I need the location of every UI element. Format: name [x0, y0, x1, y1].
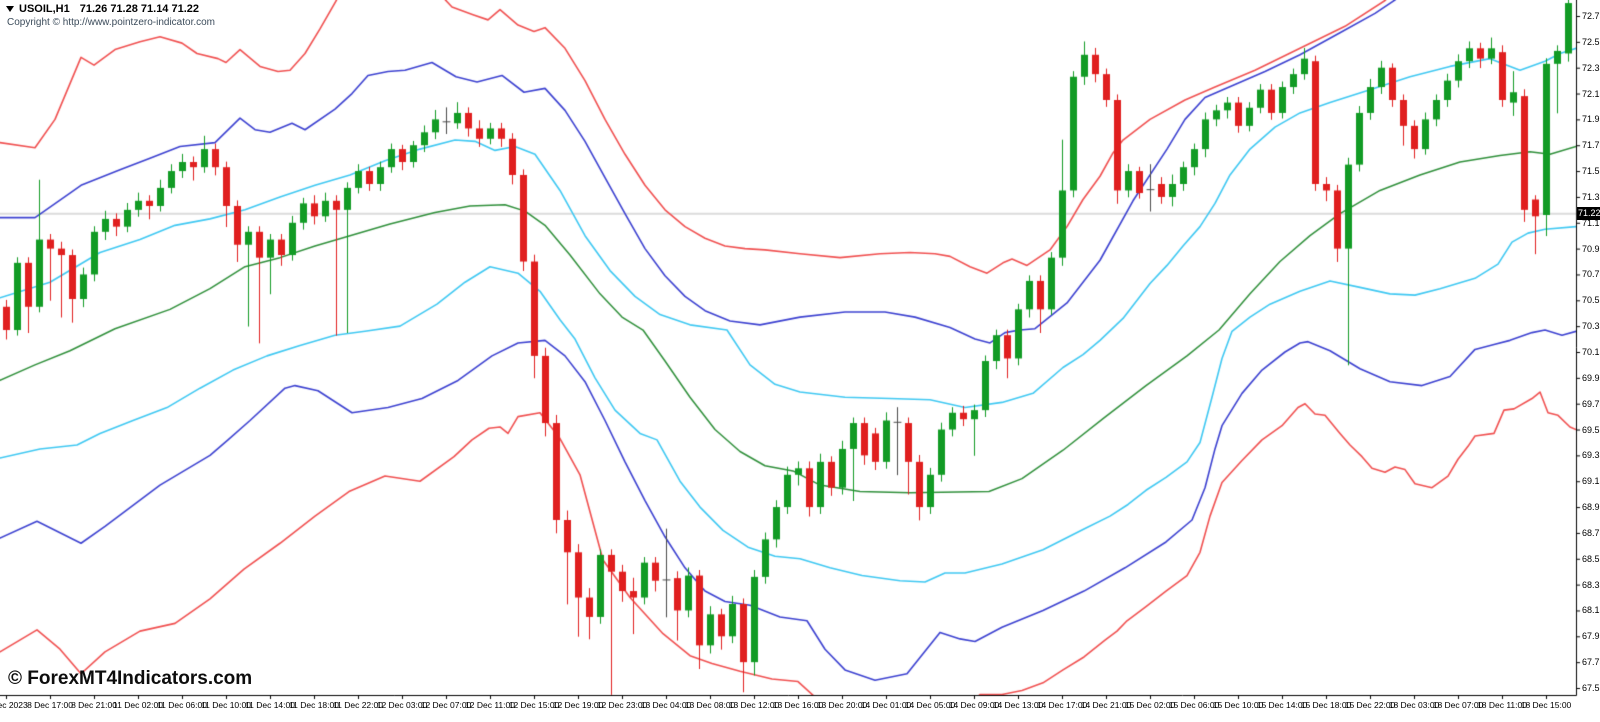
chart-title-row: USOIL,H1 71.26 71.28 71.14 71.22 — [6, 3, 199, 15]
price-tick-label: 69.35 — [1582, 450, 1600, 461]
price-tick-label: 68.95 — [1582, 502, 1600, 513]
time-tick-label: 12 Dec 03:00 — [376, 700, 428, 710]
price-tick-label: 72.35 — [1582, 62, 1600, 73]
time-tick-label: 13 Dec 12:00 — [728, 700, 780, 710]
time-tick-label: 15 Dec 22:00 — [1344, 700, 1396, 710]
time-tick-label: 13 Dec 16:00 — [772, 700, 824, 710]
price-tick-label: 69.55 — [1582, 424, 1600, 435]
price-tick-label: 72.55 — [1582, 36, 1600, 47]
time-tick-label: 11 Dec 18:00 — [289, 700, 339, 710]
watermark-brand-label: © ForexMT4Indicators.com — [8, 668, 253, 689]
time-tick-label: 18 Dec 07:00 — [1432, 700, 1484, 710]
time-tick-label: 8 Dec 17:00 — [27, 700, 73, 710]
chart-collapse-arrow-icon[interactable] — [6, 6, 14, 12]
price-tick-label: 69.75 — [1582, 398, 1600, 409]
time-tick-label: 18 Dec 11:00 — [1477, 700, 1527, 710]
time-tick-label: 14 Dec 13:00 — [992, 700, 1044, 710]
chart-symbol-period: USOIL,H1 — [19, 3, 70, 15]
price-tick-label: 69.15 — [1582, 476, 1600, 487]
price-tick-label: 72.15 — [1582, 88, 1600, 99]
time-tick-label: 18 Dec 03:00 — [1388, 700, 1440, 710]
time-tick-label: 13 Dec 08:00 — [684, 700, 736, 710]
time-tick-label: 12 Dec 07:00 — [420, 700, 472, 710]
time-tick-label: 11 Dec 06:00 — [157, 700, 207, 710]
price-tick-label: 68.35 — [1582, 579, 1600, 590]
chart-ohlc-quote: 71.26 71.28 71.14 71.22 — [79, 3, 200, 15]
time-tick-label: 11 Dec 10:00 — [201, 700, 251, 710]
price-tick-label: 68.55 — [1582, 553, 1600, 564]
time-tick-label: 13 Dec 04:00 — [640, 700, 692, 710]
price-tick-label: 68.15 — [1582, 605, 1600, 616]
price-tick-label: 71.55 — [1582, 166, 1600, 177]
time-tick-label: 13 Dec 20:00 — [816, 700, 868, 710]
time-tick-label: 14 Dec 01:00 — [860, 700, 912, 710]
time-tick-label: 11 Dec 14:00 — [245, 700, 295, 710]
time-tick-label: 18 Dec 15:00 — [1520, 700, 1572, 710]
time-tick-label: 11 Dec 22:00 — [333, 700, 383, 710]
time-tick-label: 12 Dec 23:00 — [596, 700, 648, 710]
price-tick-label: 67.75 — [1582, 657, 1600, 668]
time-tick-label: 14 Dec 21:00 — [1080, 700, 1132, 710]
time-tick-label: 8 Dec 2023 — [0, 700, 28, 710]
price-tick-label: 70.15 — [1582, 347, 1600, 357]
price-tick-label: 67.55 — [1582, 683, 1600, 693]
time-tick-label: 14 Dec 17:00 — [1036, 700, 1088, 710]
bid-price-badge: 71.22 — [1577, 207, 1600, 220]
time-tick-label: 14 Dec 05:00 — [904, 700, 956, 710]
time-tick-label: 15 Dec 06:00 — [1168, 700, 1220, 710]
price-tick-label: 70.55 — [1582, 295, 1600, 306]
price-tick-label: 68.75 — [1582, 527, 1600, 538]
time-tick-label: 8 Dec 21:00 — [71, 700, 117, 710]
price-tick-label: 71.35 — [1582, 191, 1600, 202]
time-tick-label: 12 Dec 19:00 — [552, 700, 604, 710]
time-tick-label: 15 Dec 14:00 — [1256, 700, 1308, 710]
time-tick-label: 15 Dec 18:00 — [1300, 700, 1352, 710]
indicator-copyright-label: Copyright © http://www.pointzero-indicat… — [7, 17, 216, 28]
time-tick-label: 12 Dec 11:00 — [465, 700, 515, 710]
time-tick-label: 14 Dec 09:00 — [948, 700, 1000, 710]
time-tick-label: 12 Dec 15:00 — [508, 700, 560, 710]
price-tick-label: 70.35 — [1582, 321, 1600, 332]
price-tick-label: 72.75 — [1582, 11, 1600, 21]
price-tick-label: 70.75 — [1582, 269, 1600, 280]
price-tick-label: 71.95 — [1582, 114, 1600, 125]
price-tick-label: 67.95 — [1582, 631, 1600, 642]
time-tick-label: 15 Dec 02:00 — [1124, 700, 1176, 710]
price-tick-label: 71.75 — [1582, 140, 1600, 151]
time-tick-label: 11 Dec 02:00 — [113, 700, 163, 710]
time-tick-label: 15 Dec 10:00 — [1212, 700, 1264, 710]
price-tick-label: 71.15 — [1582, 217, 1600, 228]
price-tick-label: 70.95 — [1582, 243, 1600, 254]
price-tick-label: 69.95 — [1582, 372, 1600, 383]
